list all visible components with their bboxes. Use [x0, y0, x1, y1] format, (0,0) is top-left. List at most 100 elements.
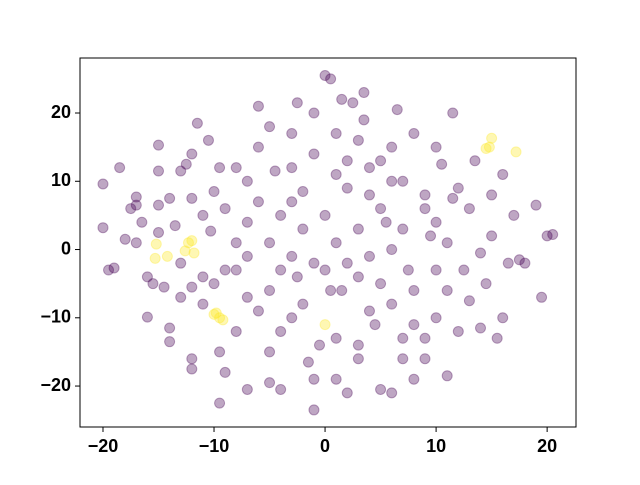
point: [297, 186, 309, 198]
point: [463, 295, 475, 307]
point: [214, 162, 226, 174]
point: [375, 383, 387, 395]
point: [161, 250, 173, 262]
point: [352, 271, 364, 283]
point: [252, 141, 264, 153]
point: [164, 192, 176, 204]
point: [430, 312, 442, 324]
point: [197, 271, 209, 283]
point: [308, 404, 320, 416]
point: [264, 237, 276, 249]
point: [480, 143, 492, 155]
point: [205, 225, 217, 237]
point: [241, 250, 253, 262]
point: [208, 186, 220, 198]
point: [352, 223, 364, 235]
x-tick-label: 0: [320, 436, 330, 456]
point: [352, 134, 364, 146]
point: [408, 319, 420, 331]
point: [330, 332, 342, 344]
y-tick-label: 0: [61, 238, 71, 258]
point: [402, 264, 414, 276]
point: [530, 199, 542, 211]
point: [397, 175, 409, 187]
point: [130, 237, 142, 249]
point: [153, 165, 165, 177]
point: [508, 209, 520, 221]
point: [164, 322, 176, 334]
point: [308, 257, 320, 269]
point: [214, 397, 226, 409]
point: [441, 284, 453, 296]
point: [408, 284, 420, 296]
point: [169, 220, 181, 232]
point: [230, 237, 242, 249]
point: [475, 322, 487, 334]
point: [291, 97, 303, 109]
point: [452, 182, 464, 194]
point: [419, 189, 431, 201]
point: [441, 237, 453, 249]
point: [103, 264, 115, 276]
point: [186, 235, 198, 247]
point: [363, 250, 375, 262]
point: [186, 363, 198, 375]
point: [319, 319, 331, 331]
point: [264, 121, 276, 133]
point: [541, 230, 553, 242]
point: [114, 162, 126, 174]
point: [308, 373, 320, 385]
point: [341, 257, 353, 269]
point: [108, 262, 120, 274]
point: [336, 284, 348, 296]
point: [483, 141, 495, 153]
point: [510, 146, 522, 158]
point: [358, 87, 370, 99]
point: [286, 162, 298, 174]
point: [186, 192, 198, 204]
point: [386, 175, 398, 187]
point: [363, 162, 375, 174]
point: [219, 366, 231, 378]
point: [188, 247, 200, 259]
point: [352, 339, 364, 351]
point: [130, 199, 142, 211]
point: [447, 192, 459, 204]
point: [341, 182, 353, 194]
point: [291, 271, 303, 283]
point: [275, 325, 287, 337]
point: [241, 175, 253, 187]
point: [230, 264, 242, 276]
point: [164, 336, 176, 348]
point: [153, 226, 165, 238]
point: [264, 346, 276, 358]
point: [314, 339, 326, 351]
point: [286, 127, 298, 139]
point: [191, 117, 203, 129]
point: [147, 278, 159, 290]
y-tick-label: −20: [40, 375, 71, 395]
point: [386, 298, 398, 310]
point: [264, 284, 276, 296]
point: [125, 203, 137, 215]
point: [175, 257, 187, 269]
point: [336, 93, 348, 105]
point: [175, 291, 187, 303]
point: [397, 332, 409, 344]
point: [547, 229, 559, 241]
point: [436, 158, 448, 170]
point: [330, 373, 342, 385]
point: [386, 387, 398, 399]
point: [513, 254, 525, 266]
point: [463, 203, 475, 215]
point: [475, 247, 487, 259]
point: [363, 189, 375, 201]
point: [158, 281, 170, 293]
point: [230, 162, 242, 174]
point: [150, 238, 162, 250]
x-tick-label: −10: [199, 436, 230, 456]
point: [241, 216, 253, 228]
point: [241, 291, 253, 303]
point: [141, 311, 153, 323]
point: [430, 216, 442, 228]
